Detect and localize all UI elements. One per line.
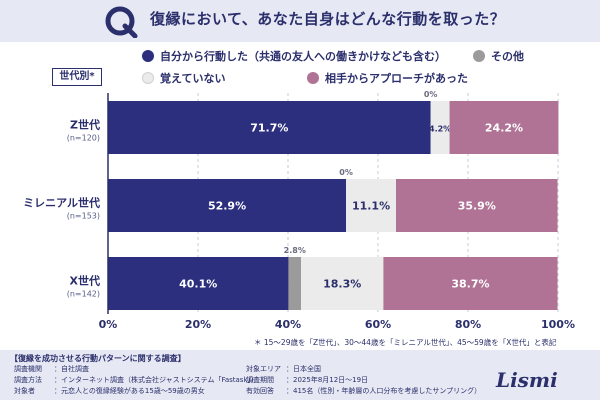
- header-band: Q 復縁において、あなた自身はどんな行動を取った？: [0, 0, 600, 42]
- x-tick-label: 0%: [99, 318, 118, 331]
- footer-value: ：2025年8月12日〜19日: [286, 376, 369, 384]
- bar-segment: [346, 179, 396, 232]
- footer-key: 有効回答: [246, 387, 274, 395]
- legend-item-dont-remember: 覚えていない: [142, 70, 225, 86]
- footnote: ＊ 15〜29歳を「Z世代」、30〜44歳を「ミレニアル世代」、45〜59歳を「…: [254, 338, 557, 347]
- legend-label: 相手からアプローチがあった: [325, 72, 468, 85]
- bar-segment: [108, 101, 431, 154]
- bar-segment: [396, 179, 558, 232]
- data-label: 24.2%: [485, 122, 523, 135]
- bar-segment: [288, 257, 302, 310]
- data-label: 35.9%: [458, 200, 496, 213]
- legend-item-self-action: 自分から行動した（共通の友人への働きかけなども含む）: [142, 48, 446, 64]
- category-label: Z世代: [70, 118, 100, 132]
- footer-value: ：日本全国: [286, 365, 321, 373]
- x-tick-label: 20%: [185, 318, 211, 331]
- footer-value: ：元恋人との復縁経験がある15歳〜59歳の男女: [54, 387, 205, 395]
- category-label: ミレニアル世代: [23, 196, 100, 210]
- footer-value: ：415名（性別・年齢層の人口分布を考慮したサンプリング）: [286, 387, 482, 395]
- legend-item-partner-approach: 相手からアプローチがあった: [307, 70, 468, 86]
- group-badge: 世代別*: [52, 68, 102, 86]
- footer-key: 対象エリア: [246, 365, 281, 373]
- data-label: 2.8%: [284, 246, 306, 255]
- legend-dot-navy: [142, 50, 154, 62]
- category-sublabel: (n=142): [67, 290, 100, 299]
- legend-label: 自分から行動した（共通の友人への働きかけなども含む）: [160, 50, 446, 63]
- legend-label: 覚えていない: [160, 72, 226, 85]
- legend-dot-lightgray: [142, 72, 154, 84]
- category-sublabel: (n=120): [67, 134, 100, 143]
- footer-key: 調査機関: [14, 365, 42, 373]
- data-label: 52.9%: [208, 200, 246, 213]
- bar-segment: [383, 257, 558, 310]
- x-tick-label: 40%: [275, 318, 301, 331]
- data-label: 0%: [424, 90, 438, 99]
- chart-title: 復縁において、あなた自身はどんな行動を取った？: [150, 10, 506, 28]
- brand-logo: Lismi: [496, 368, 558, 392]
- category-label: X世代: [70, 274, 100, 288]
- data-label: 38.7%: [451, 278, 489, 291]
- footer-key: 対象者: [14, 387, 35, 395]
- x-tick-label: 100%: [541, 318, 575, 331]
- data-label: 40.1%: [179, 278, 217, 291]
- bar-segment: [108, 257, 289, 310]
- footer-key: 調査方法: [14, 376, 42, 384]
- data-label: 4.2%: [429, 125, 451, 134]
- stacked-bar-chart: 71.7% 0% 4.2% 24.2% Z世代 (n=120) 52.9% 0% 11.1% 35…: [23, 90, 575, 331]
- legend-label: その他: [491, 50, 524, 63]
- footer-key: 調査期間: [246, 376, 274, 384]
- bar-segment: [108, 179, 347, 232]
- data-label: 71.7%: [250, 122, 288, 135]
- data-label: 18.3%: [323, 278, 361, 291]
- data-label: 11.1%: [352, 200, 390, 213]
- x-tick-label: 80%: [455, 318, 481, 331]
- q-icon: Q: [105, 6, 138, 38]
- bar-segment: [301, 257, 384, 310]
- data-label: 0%: [339, 168, 353, 177]
- bar-segment: [449, 101, 559, 154]
- legend-item-other: その他: [473, 48, 524, 64]
- category-sublabel: (n=153): [67, 212, 100, 221]
- legend-dot-gray: [473, 50, 485, 62]
- footer-band: [0, 350, 600, 400]
- footer-value: ：自社調査: [54, 365, 89, 373]
- x-tick-label: 60%: [365, 318, 391, 331]
- survey-title: 【復縁を成功させる行動パターンに関する調査】: [10, 354, 186, 363]
- bar-segment: [430, 101, 450, 154]
- footer-value: ：インターネット調査（株式会社ジャストシステム「Fastask」）: [54, 376, 258, 384]
- legend-dot-mauve: [307, 72, 319, 84]
